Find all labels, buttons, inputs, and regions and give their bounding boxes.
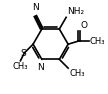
Text: CH₃: CH₃ (13, 62, 28, 71)
Text: CH₃: CH₃ (90, 37, 105, 46)
Text: CH₃: CH₃ (69, 69, 85, 78)
Text: N: N (37, 63, 44, 72)
Text: O: O (81, 21, 88, 30)
Text: S: S (21, 49, 26, 58)
Text: NH₂: NH₂ (67, 7, 84, 16)
Text: N: N (32, 3, 39, 13)
